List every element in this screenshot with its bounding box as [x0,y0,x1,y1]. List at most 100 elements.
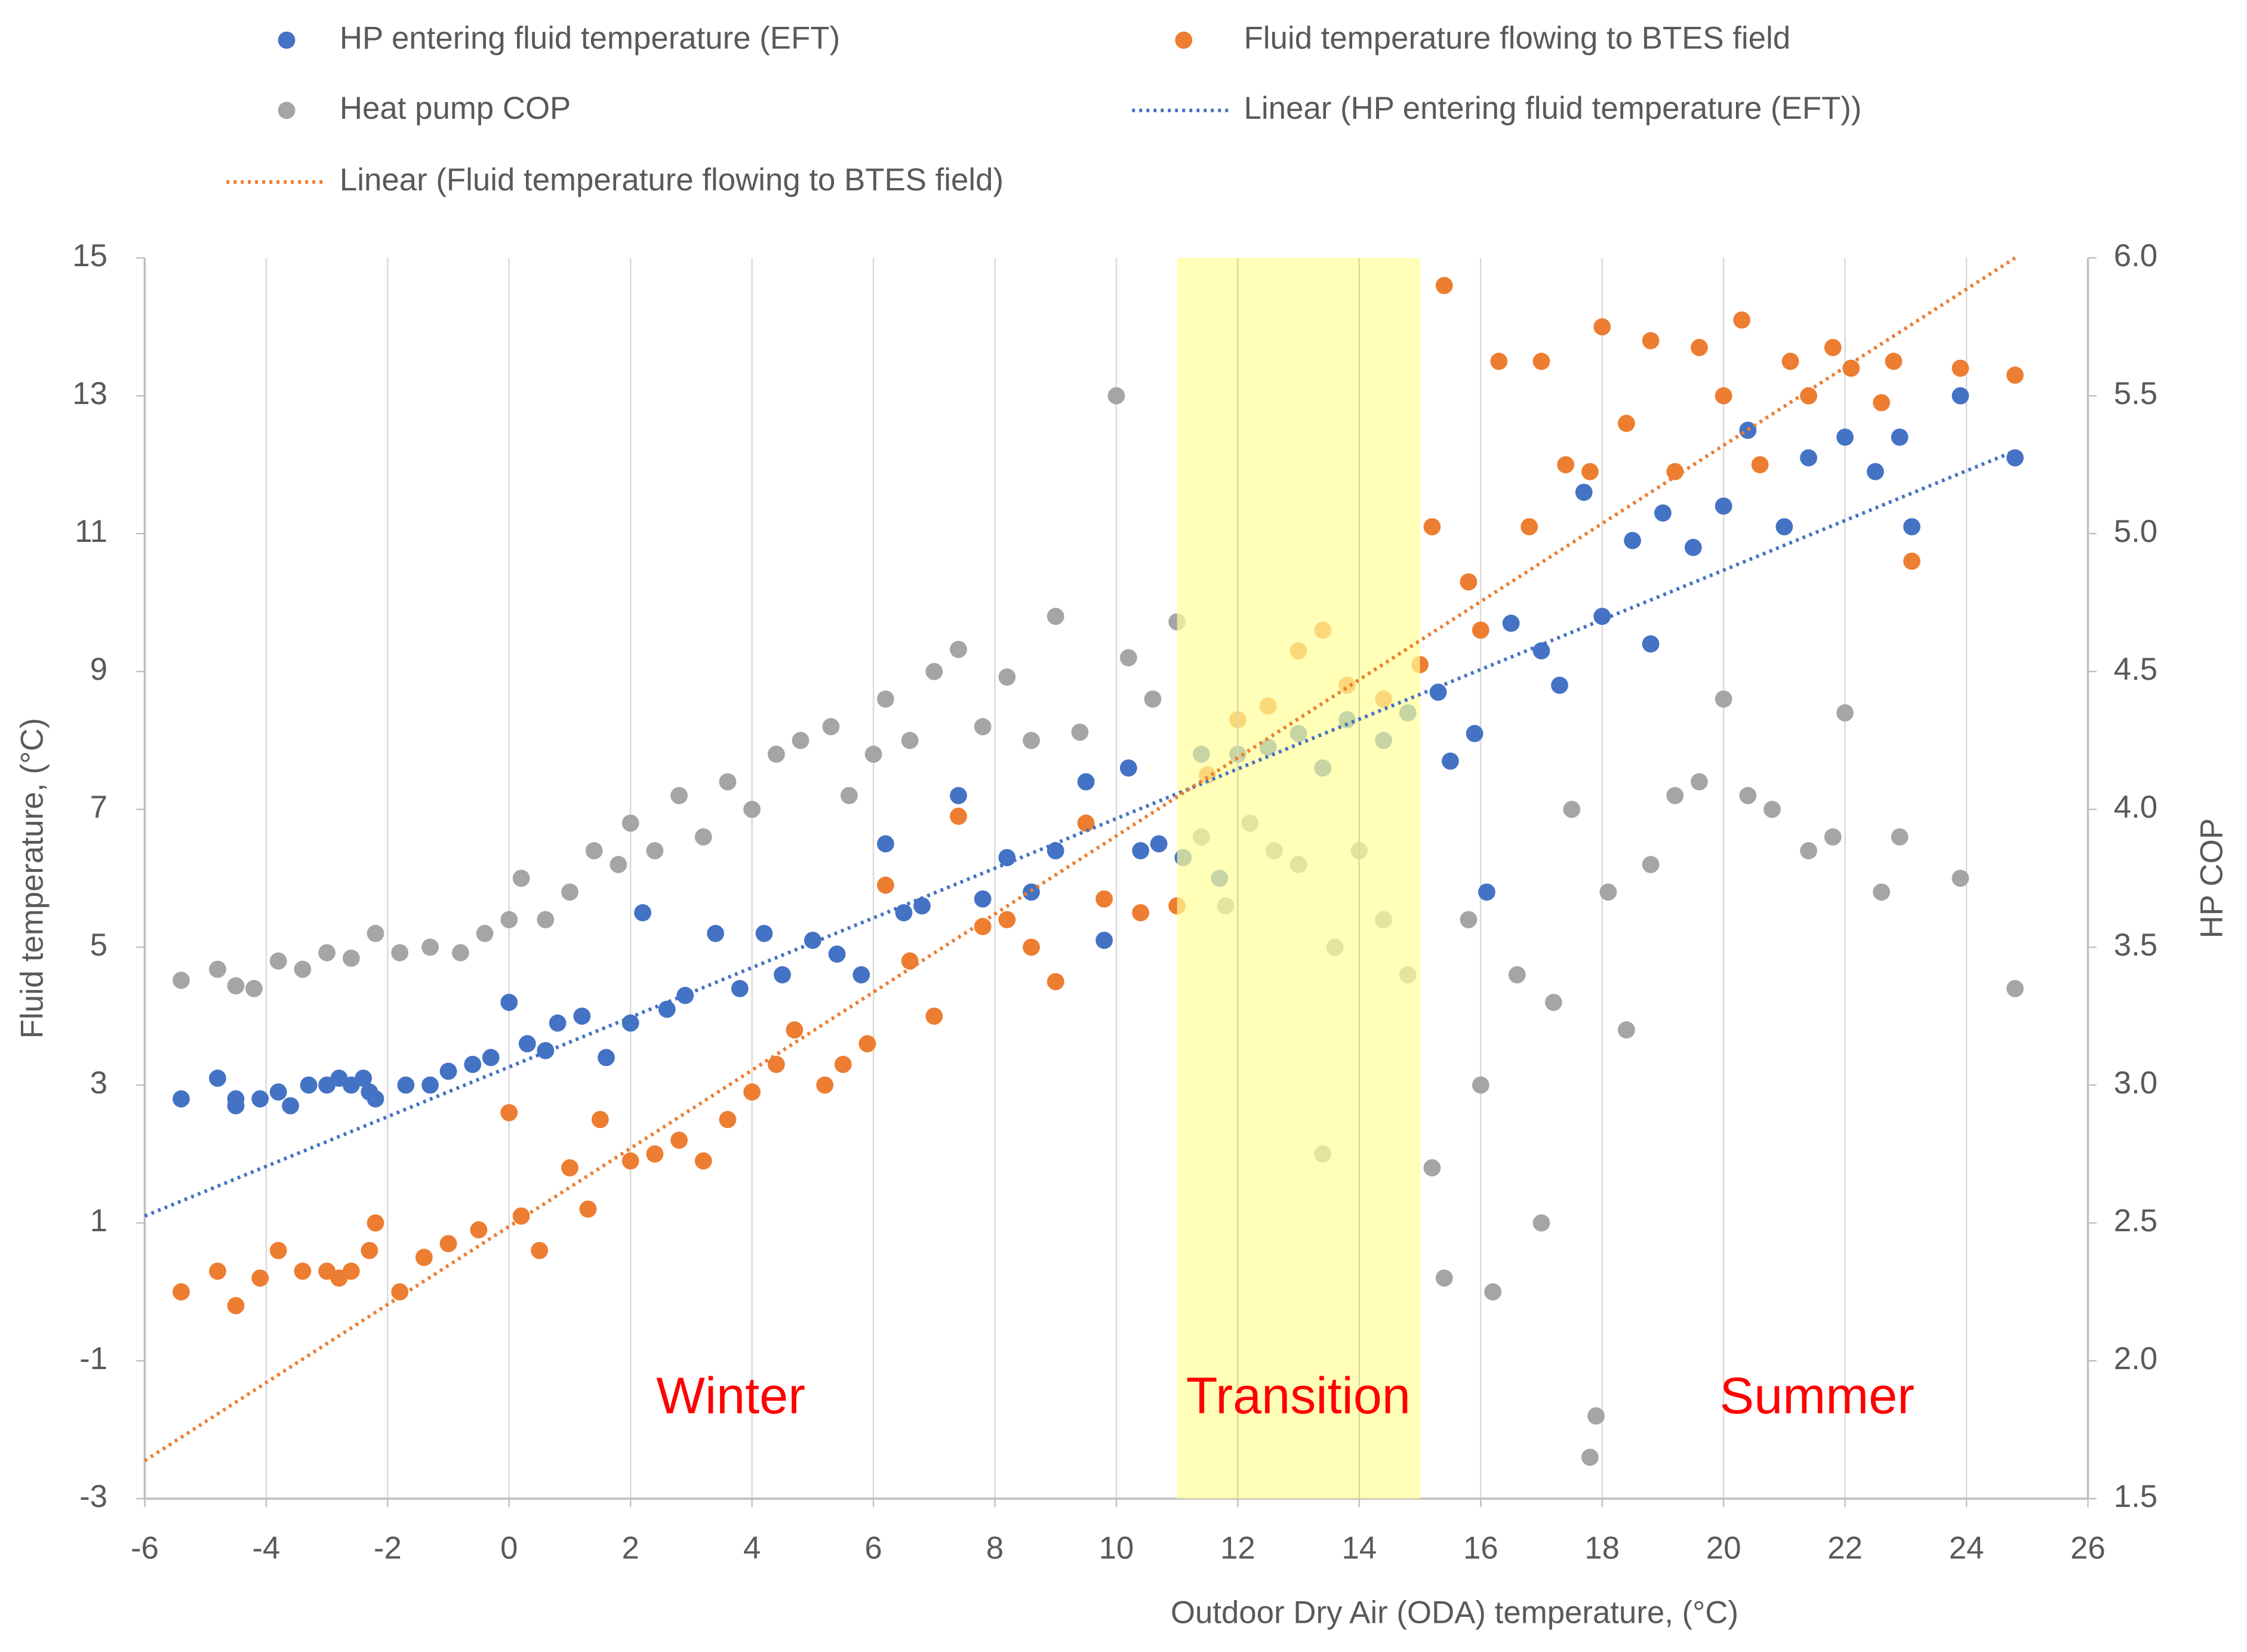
x-tick-label: 10 [1099,1530,1134,1565]
data-point [670,787,688,805]
data-point [621,814,639,832]
data-point [816,1076,834,1094]
data-point [1873,883,1891,901]
data-point [1472,1076,1489,1094]
data-point [1046,842,1064,859]
data-point [998,849,1016,867]
data-point [676,987,694,1004]
data-point [591,1111,609,1129]
data-point [1733,311,1751,329]
trendline [144,449,2016,1218]
data-point [1824,828,1842,846]
annotation: Transition [1186,1367,1411,1425]
data-point [1593,318,1611,336]
data-point [500,1104,518,1121]
data-point [1119,649,1137,667]
data-point [1508,966,1526,984]
data-point [1618,1021,1635,1039]
data-point [646,842,664,859]
data-point [1423,1159,1441,1177]
data-point [537,911,555,929]
data-point [774,966,791,984]
data-point [767,745,785,763]
data-point [300,1076,318,1094]
data-point [767,1056,785,1073]
data-point [1046,973,1064,991]
data-point [1581,1448,1599,1466]
data-point [1891,828,1909,846]
legend-label: Linear (Fluid temperature flowing to BTE… [340,162,1004,198]
data-point [245,980,263,997]
data-point [470,1221,488,1239]
data-point [1836,704,1854,722]
data-point [1739,787,1757,805]
data-point [901,952,919,970]
data-point [269,1241,287,1259]
data-point [518,1035,536,1053]
data-point [500,994,518,1011]
data-point [1666,787,1684,805]
x-tick-label: 24 [1949,1530,1984,1565]
data-point [209,960,226,978]
data-point [1642,635,1660,653]
data-point [1800,449,1818,467]
data-point [1077,814,1095,832]
data-point [1781,353,1799,370]
legend-label: Heat pump COP [340,91,571,126]
data-point [828,945,846,963]
data-point [367,924,384,942]
x-tick-label: 8 [986,1530,1004,1565]
data-point [1715,690,1732,708]
data-point [755,924,773,942]
data-point [585,842,603,859]
data-point [500,911,518,929]
data-point [464,1056,482,1073]
data-point [2006,980,2024,997]
data-point [1691,773,1708,791]
annotation: Summer [1720,1367,1914,1425]
data-point [646,1145,664,1163]
data-point [269,1083,287,1101]
data-point [707,924,725,942]
y-tick-label: 11 [75,514,107,549]
data-point [342,1262,360,1280]
data-point [531,1241,549,1259]
data-point [792,732,809,750]
data-point [974,718,992,735]
legend-label: Fluid temperature flowing to BTES field [1244,20,1791,56]
data-point [282,1097,299,1115]
data-point [1423,518,1441,536]
data-point [1873,394,1891,412]
data-point [227,977,245,995]
legend-marker [278,101,296,119]
data-point [1599,883,1617,901]
y-tick-label: 15 [72,238,107,273]
data-point [694,1152,712,1170]
data-point [355,1070,373,1087]
data-point [1119,759,1137,777]
data-point [864,745,882,763]
data-point [1071,723,1089,741]
data-point [1478,883,1495,901]
data-point [1551,676,1568,694]
data-point [391,1283,409,1300]
data-point [1046,608,1064,625]
y-tick-label: -1 [79,1341,107,1376]
x-tick-label: -6 [131,1530,159,1565]
data-point [852,966,870,984]
data-point [1842,359,1860,377]
data-point [209,1262,226,1280]
data-point [1618,414,1635,432]
data-point [439,1235,457,1253]
y-axis-label: Fluid temperature, (°C) [15,718,50,1039]
x-tick-label: 26 [2070,1530,2106,1565]
y-tick-label: 5 [90,927,107,963]
y-tick-label: 7 [90,790,107,825]
data-point [877,876,894,894]
data-point [1532,642,1550,659]
x-tick-label: 4 [743,1530,761,1565]
data-point [621,1152,639,1170]
data-point [974,918,992,935]
x-axis-label: Outdoor Dry Air (ODA) temperature, (°C) [1171,1595,1738,1630]
y2-tick-label: 2.0 [2114,1341,2157,1376]
